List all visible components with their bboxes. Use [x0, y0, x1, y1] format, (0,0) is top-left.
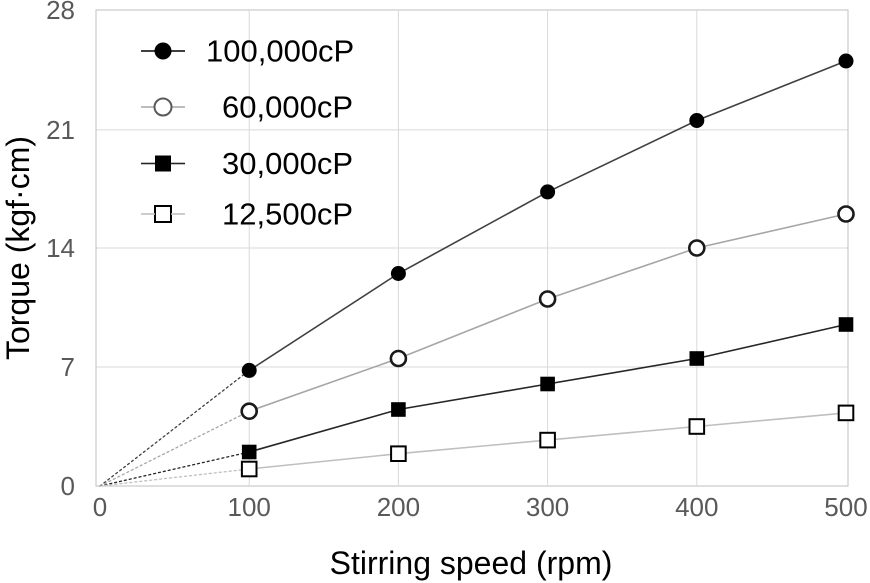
- svg-text:100: 100: [228, 492, 271, 522]
- svg-text:Torque (kgf·cm): Torque (kgf·cm): [0, 136, 36, 360]
- svg-text:30,000cP: 30,000cP: [222, 146, 353, 181]
- svg-text:500: 500: [824, 492, 867, 522]
- svg-text:Stirring speed (rpm): Stirring speed (rpm): [330, 545, 613, 581]
- svg-text:200: 200: [377, 492, 420, 522]
- svg-text:28: 28: [46, 0, 75, 25]
- svg-text:300: 300: [526, 492, 569, 522]
- svg-text:0: 0: [93, 492, 107, 522]
- svg-text:100,000cP: 100,000cP: [206, 34, 354, 69]
- svg-text:21: 21: [46, 115, 75, 145]
- svg-text:0: 0: [61, 471, 75, 501]
- svg-text:7: 7: [61, 352, 75, 382]
- svg-text:14: 14: [46, 233, 75, 263]
- svg-text:400: 400: [675, 492, 718, 522]
- svg-text:12,500cP: 12,500cP: [222, 197, 353, 232]
- svg-text:60,000cP: 60,000cP: [222, 90, 353, 125]
